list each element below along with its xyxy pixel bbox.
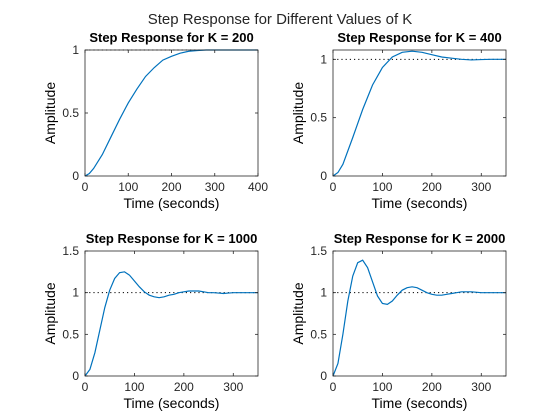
x-tick-label: 200	[161, 180, 181, 194]
response-line	[84, 271, 258, 377]
x-tick-label: 100	[124, 380, 144, 394]
x-tick-label: 300	[471, 180, 491, 194]
subplot-4: 0 100 200 300 0 0.5 1 1.5 Step Response for K = …	[290, 231, 507, 411]
y-axis-label: Amplitude	[42, 82, 58, 144]
y-tick-label: 0	[72, 369, 79, 383]
x-tick-label: 0	[330, 180, 337, 194]
x-tick-label: 300	[471, 380, 491, 394]
x-tick-label: 100	[372, 380, 392, 394]
y-tick-label: 0	[72, 169, 79, 183]
x-tick-label: 400	[248, 180, 268, 194]
x-tick-label: 0	[82, 380, 89, 394]
subplot-title: Step Response for K = 400	[337, 30, 501, 45]
y-tick-label: 0.5	[310, 111, 327, 125]
y-tick-label: 1.5	[310, 244, 327, 258]
y-tick-label: 1	[72, 286, 79, 300]
subplot-3: 0 100 200 300 0 0.5 1 1.5 Step Response for K = …	[42, 231, 259, 411]
y-tick-label: 0.5	[62, 106, 79, 120]
subplot-title: Step Response for K = 1000	[86, 231, 258, 246]
x-axis-label: Time (seconds)	[124, 395, 220, 411]
response-line	[332, 259, 506, 377]
x-tick-label: 200	[422, 380, 442, 394]
y-axis-label: Amplitude	[42, 282, 58, 344]
y-tick-label: 1	[72, 43, 79, 57]
subplot-title: Step Response for K = 2000	[334, 231, 506, 246]
figure-title: Step Response for Different Values of K	[148, 11, 413, 28]
subplot-2: 0 100 200 300 0 0.5 1 Step Response for K = 400…	[290, 30, 507, 211]
y-tick-label: 0	[320, 369, 327, 383]
x-tick-label: 100	[372, 180, 392, 194]
x-tick-label: 200	[174, 380, 194, 394]
axes-box	[332, 49, 507, 177]
y-tick-label: 0.5	[62, 327, 79, 341]
x-tick-label: 300	[223, 380, 243, 394]
x-tick-label: 300	[205, 180, 225, 194]
x-axis-label: Time (seconds)	[124, 195, 220, 211]
y-axis-label: Amplitude	[290, 82, 306, 144]
subplot-title: Step Response for K = 200	[89, 30, 253, 45]
y-tick-label: 1	[320, 286, 327, 300]
x-tick-label: 100	[118, 180, 138, 194]
x-tick-label: 0	[330, 380, 337, 394]
y-tick-label: 1	[320, 52, 327, 66]
x-axis-label: Time (seconds)	[372, 395, 468, 411]
y-tick-label: 0	[320, 169, 327, 183]
y-tick-label: 0.5	[310, 327, 327, 341]
y-tick-label: 1.5	[62, 244, 79, 258]
axes-box	[84, 250, 259, 377]
y-axis-label: Amplitude	[290, 282, 306, 344]
x-tick-label: 0	[82, 180, 89, 194]
axes-box	[332, 250, 507, 377]
response-line	[332, 50, 506, 177]
subplot-1: 0 100 200 300 400 0 0.5 1 Step Response for K = …	[42, 30, 268, 211]
x-axis-label: Time (seconds)	[372, 195, 468, 211]
x-tick-label: 200	[422, 180, 442, 194]
